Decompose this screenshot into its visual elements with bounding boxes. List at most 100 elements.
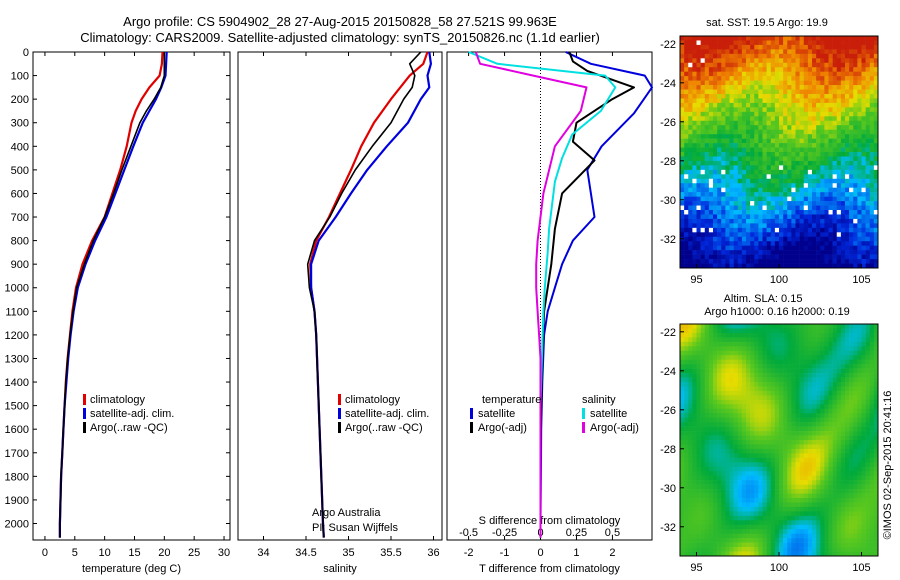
sla-map-cell bbox=[816, 498, 821, 503]
sla-map-cell bbox=[857, 324, 862, 329]
temperature-ytick-label: 300 bbox=[11, 118, 29, 130]
sla-map-cell bbox=[770, 399, 776, 405]
sla-map-cell bbox=[729, 489, 734, 494]
sst-map-cell bbox=[754, 223, 759, 229]
sla-map-cell bbox=[820, 364, 825, 369]
sst-map-cell bbox=[766, 223, 772, 229]
sla-map-cell bbox=[721, 404, 726, 410]
sla-map-cell bbox=[828, 466, 833, 472]
sst-map-cell bbox=[849, 125, 854, 130]
sst-map-cell bbox=[713, 67, 718, 72]
sst-map-cell bbox=[816, 125, 821, 130]
sst-map-cell bbox=[721, 187, 726, 193]
sst-map-cell bbox=[733, 214, 739, 220]
sst-map-cell bbox=[700, 44, 706, 50]
sst-map-cell bbox=[816, 49, 821, 55]
sla-map-cell bbox=[688, 399, 693, 405]
sst-map-cell bbox=[873, 58, 879, 64]
sst-map-cell bbox=[787, 254, 792, 260]
sla-map-cell bbox=[840, 515, 846, 521]
sst-map-cell bbox=[828, 36, 833, 41]
sla-map-cell bbox=[820, 498, 825, 503]
sla-map-cell bbox=[758, 346, 763, 352]
sst-map-cell bbox=[729, 94, 734, 99]
sla-map-cell bbox=[754, 346, 759, 352]
sst-map-cell bbox=[725, 263, 730, 269]
sla-map-cell bbox=[849, 484, 854, 490]
sst-map-cell bbox=[721, 98, 726, 104]
sla-map-cell bbox=[708, 462, 714, 468]
sst-map-cell bbox=[762, 71, 767, 77]
sst-map-cell bbox=[770, 232, 776, 238]
sst-map-cell bbox=[774, 111, 780, 117]
sla-map-cell bbox=[791, 448, 796, 454]
sla-map-cell bbox=[849, 475, 854, 481]
sst-map-cell bbox=[840, 169, 846, 175]
sla-map-cell bbox=[820, 457, 825, 463]
sla-map-cell bbox=[684, 524, 689, 530]
sla-map-cell bbox=[688, 422, 693, 427]
sla-map-cell bbox=[865, 444, 871, 450]
sst-map-cell bbox=[746, 232, 751, 238]
sst-map-cell bbox=[758, 263, 763, 269]
sla-map-cell bbox=[853, 404, 858, 410]
sst-map-cell bbox=[803, 85, 809, 90]
sla-map-cell bbox=[807, 462, 813, 468]
sla-map-cell bbox=[741, 422, 747, 427]
sst-map-cell bbox=[787, 58, 792, 64]
sst-map-cell bbox=[791, 259, 796, 264]
sst-map-cell bbox=[717, 76, 722, 81]
sla-map-cell bbox=[700, 475, 706, 481]
sla-map-cell bbox=[795, 395, 800, 401]
sst-map-cell bbox=[696, 250, 701, 255]
sst-map-cell bbox=[853, 62, 858, 68]
sst-map-cell bbox=[750, 98, 755, 104]
sst-map-cell bbox=[795, 147, 800, 153]
sst-map-cell bbox=[704, 89, 710, 95]
sla-map-cell bbox=[849, 395, 854, 401]
sst-map-cell bbox=[688, 49, 693, 55]
sst-map-cell bbox=[741, 245, 747, 251]
sst-map-cell bbox=[853, 71, 858, 77]
sst-map-cell bbox=[688, 183, 693, 188]
sst-map-cell bbox=[713, 165, 718, 171]
sla-map-cell bbox=[853, 355, 858, 360]
sla-map-cell bbox=[741, 498, 747, 503]
sla-map-cell bbox=[787, 448, 792, 454]
sla-map-cell bbox=[746, 444, 751, 450]
sst-map-cell bbox=[750, 116, 755, 122]
sst-map-cell bbox=[836, 178, 842, 184]
sla-map-cell bbox=[799, 382, 805, 387]
sla-map-cell bbox=[832, 475, 838, 481]
sst-map-cell bbox=[758, 49, 763, 55]
sst-map-cell bbox=[696, 143, 701, 148]
sla-map-cell bbox=[725, 484, 730, 490]
sst-map-cell bbox=[696, 107, 701, 113]
sst-map-cell bbox=[725, 94, 730, 99]
sst-map-cell bbox=[857, 89, 862, 95]
sst-map-cell bbox=[857, 94, 862, 99]
sla-map-cell bbox=[737, 332, 743, 338]
sst-map-cell bbox=[688, 53, 693, 59]
sst-map-cell bbox=[783, 160, 788, 166]
sst-map-cell bbox=[746, 241, 751, 246]
sla-map-cell bbox=[700, 386, 706, 392]
sst-map-cell bbox=[708, 98, 714, 104]
sla-map-cell bbox=[758, 337, 763, 343]
sla-map-cell bbox=[803, 364, 809, 369]
sst-map-cell bbox=[799, 62, 805, 68]
sst-map-cell bbox=[824, 259, 829, 264]
sst-map-cell bbox=[746, 160, 751, 166]
sst-map-cell bbox=[700, 196, 706, 202]
sst-map-cell bbox=[725, 187, 730, 193]
sla-map-cell bbox=[816, 399, 821, 405]
sst-map-cell bbox=[779, 107, 784, 113]
sst-map-cell bbox=[729, 165, 734, 171]
sla-map-cell bbox=[713, 417, 718, 423]
sst-map-cell bbox=[758, 89, 763, 95]
sst-map-cell bbox=[869, 36, 875, 41]
sla-map-cell bbox=[799, 435, 805, 441]
sla-map-cell bbox=[713, 506, 718, 512]
salinity-xtick-label: 35.5 bbox=[380, 547, 401, 559]
sla-map-cell bbox=[828, 408, 833, 414]
